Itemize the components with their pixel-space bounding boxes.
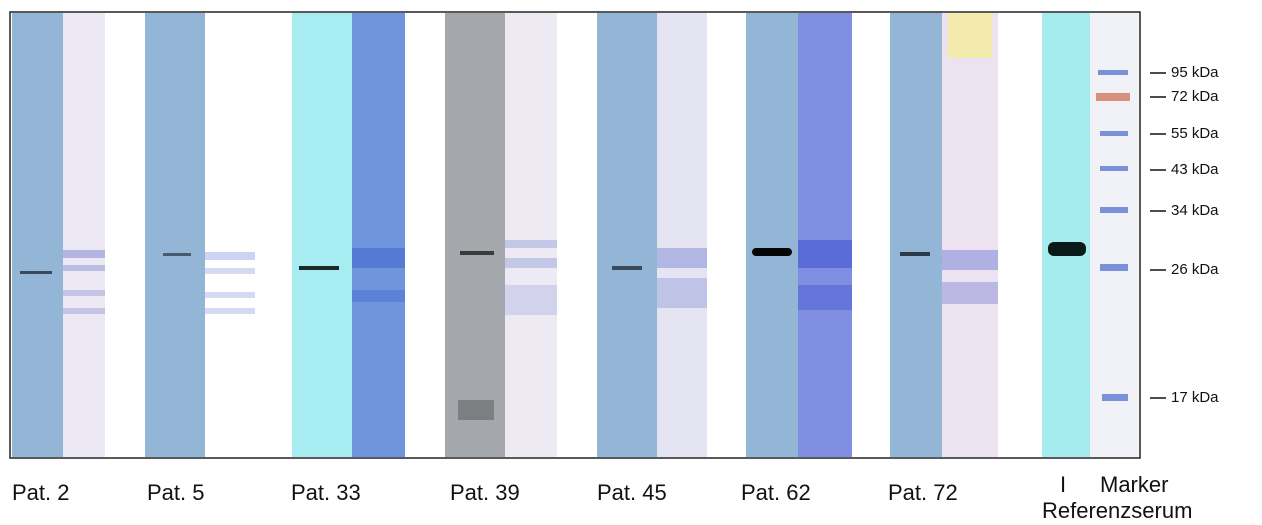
- band: [942, 250, 998, 270]
- band: [752, 248, 792, 256]
- band: [458, 400, 494, 420]
- marker-band: [1100, 264, 1128, 271]
- strip: [352, 13, 405, 457]
- strip: [746, 13, 798, 457]
- band: [505, 240, 557, 248]
- lane-label: Pat. 5: [147, 480, 204, 505]
- lane-label: Pat. 62: [741, 480, 811, 505]
- band: [205, 292, 255, 298]
- strips: [12, 13, 1139, 457]
- marker-size: 17 kDa: [1171, 389, 1219, 406]
- marker-scale: 95 kDa 72 kDa 55 kDa 43 kDa 34 kDa 26 kD…: [1150, 64, 1219, 406]
- marker-band: [1102, 394, 1128, 401]
- serum-label: Referenzserum: [1042, 498, 1192, 523]
- marker-band: [1100, 131, 1128, 136]
- marker-band: [1100, 166, 1128, 171]
- band: [205, 252, 255, 260]
- band: [352, 248, 405, 268]
- marker-size: 43 kDa: [1171, 161, 1219, 178]
- band: [299, 266, 339, 270]
- strip: [63, 13, 105, 457]
- band: [63, 308, 105, 314]
- band: [163, 253, 191, 256]
- strip: [445, 13, 505, 457]
- lane-label: Pat. 72: [888, 480, 958, 505]
- strip: [597, 13, 657, 457]
- marker-band: [1100, 207, 1128, 213]
- band: [63, 265, 105, 271]
- strip: [798, 13, 852, 457]
- band: [1048, 242, 1086, 256]
- lane-label: Pat. 39: [450, 480, 520, 505]
- band: [900, 252, 930, 256]
- marker-size: 95 kDa: [1171, 64, 1219, 81]
- band: [505, 258, 557, 268]
- band: [505, 285, 557, 315]
- strip: [890, 13, 942, 457]
- marker-size: 72 kDa: [1171, 88, 1219, 105]
- band: [205, 268, 255, 274]
- lane-label: Pat. 45: [597, 480, 667, 505]
- marker-size: 34 kDa: [1171, 202, 1219, 219]
- band: [460, 251, 494, 255]
- strip: [657, 13, 707, 457]
- strip: [292, 13, 352, 457]
- band: [205, 308, 255, 314]
- band: [657, 278, 707, 308]
- band: [63, 290, 105, 296]
- marker-size: 55 kDa: [1171, 125, 1219, 142]
- lane-label: Pat. 33: [291, 480, 361, 505]
- strip: [505, 13, 557, 457]
- lane-label: Pat. 2: [12, 480, 69, 505]
- band: [63, 250, 105, 258]
- band: [942, 282, 998, 304]
- band: [612, 266, 642, 270]
- lane-label: I: [1060, 472, 1066, 497]
- marker-band: [1096, 93, 1130, 101]
- strip: [145, 13, 205, 457]
- strip: [1042, 13, 1090, 457]
- band: [20, 271, 52, 274]
- lane-labels: Pat. 2 Pat. 5 Pat. 33 Pat. 39 Pat. 45 Pa…: [12, 472, 1192, 523]
- stain: [948, 13, 992, 58]
- marker-size: 26 kDa: [1171, 261, 1219, 278]
- marker-band: [1098, 70, 1128, 75]
- band: [798, 240, 852, 268]
- band: [657, 248, 707, 268]
- strip: [942, 13, 998, 457]
- strip: [12, 13, 63, 457]
- band: [352, 290, 405, 302]
- strip: [1090, 13, 1139, 457]
- band: [798, 285, 852, 310]
- marker-label: Marker: [1100, 472, 1168, 497]
